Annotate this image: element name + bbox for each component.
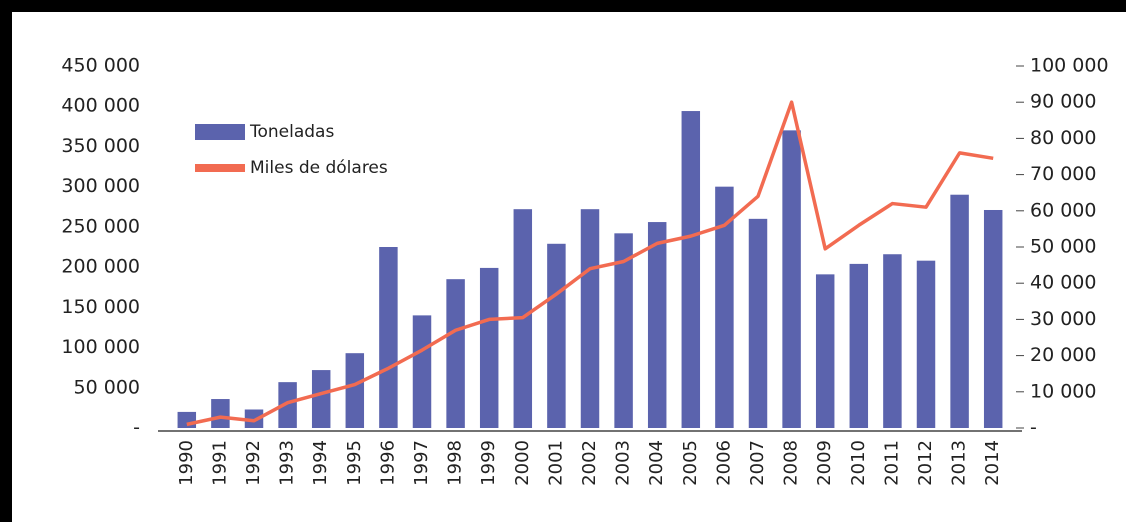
bar: [547, 243, 566, 428]
legend-label: Toneladas: [249, 122, 334, 142]
bar: [715, 186, 734, 428]
y2-tick-label: 50 000: [1030, 236, 1096, 258]
x-tick-label: 2001: [545, 440, 566, 486]
x-tick-label: 2009: [814, 440, 835, 486]
y-tick-label: 50 000: [74, 376, 140, 398]
x-tick-label: 2000: [512, 440, 533, 486]
y2-tick-label: 20 000: [1030, 344, 1096, 366]
y-tick-label: 350 000: [61, 135, 140, 157]
x-tick-label: 1991: [209, 440, 230, 486]
bar: [782, 130, 801, 428]
bar: [815, 274, 835, 428]
x-tick-label: 1997: [411, 440, 432, 486]
bar: [379, 247, 398, 428]
bar: [311, 370, 331, 428]
x-tick-label: 1998: [445, 440, 466, 486]
bar: [647, 222, 667, 428]
legend-swatch: [195, 164, 245, 172]
y-tick-label: 250 000: [61, 215, 140, 237]
bar: [614, 233, 633, 428]
bar: [580, 209, 600, 428]
bar: [681, 111, 701, 428]
y-tick-label: 200 000: [61, 256, 140, 278]
x-tick-label: 2002: [579, 440, 600, 486]
bar: [446, 279, 465, 428]
x-tick-label: 1995: [344, 440, 365, 486]
y-tick-label: 400 000: [61, 95, 140, 117]
top-border: [0, 0, 1126, 12]
bar: [244, 409, 264, 428]
x-tick-label: 1990: [176, 440, 197, 486]
bar: [345, 353, 365, 428]
y2-tick-label: 80 000: [1030, 127, 1096, 149]
bar: [278, 382, 297, 428]
x-tick-label: 1992: [243, 440, 264, 486]
bar: [479, 267, 499, 428]
x-tick-label: 2012: [915, 440, 936, 486]
y2-tick-label: -: [1030, 417, 1037, 439]
legend-label: Miles de dólares: [250, 158, 388, 178]
x-tick-label: 2004: [646, 440, 667, 486]
y2-tick-label: 60 000: [1030, 199, 1096, 221]
bar: [916, 260, 936, 428]
bar: [849, 263, 869, 428]
bar: [950, 194, 969, 428]
x-tick-label: 2007: [747, 440, 768, 486]
y2-tick-label: 100 000: [1030, 55, 1109, 77]
x-tick-label: 2005: [680, 440, 701, 486]
bar: [177, 411, 197, 428]
bar: [412, 315, 432, 428]
y2-tick-label: 70 000: [1030, 163, 1096, 185]
y2-tick-label: 30 000: [1030, 308, 1096, 330]
x-tick-label: 1999: [478, 440, 499, 486]
bar: [883, 254, 902, 428]
x-tick-label: 2006: [713, 440, 734, 486]
y2-tick-label: 40 000: [1030, 272, 1096, 294]
x-tick-label: 1994: [310, 440, 331, 486]
x-tick-label: 1993: [277, 440, 298, 486]
bar: [983, 209, 1003, 428]
x-tick-label: 2013: [949, 440, 970, 486]
y-tick-label: 150 000: [61, 296, 140, 318]
bar: [211, 399, 230, 428]
bar: [748, 218, 768, 428]
y2-tick-label: 90 000: [1030, 91, 1096, 113]
x-tick-label: 2003: [613, 440, 634, 486]
legend-swatch: [195, 124, 245, 140]
x-tick-label: 2008: [781, 440, 802, 486]
x-tick-label: 1996: [377, 440, 398, 486]
left-border: [0, 0, 12, 522]
x-tick-label: 2010: [848, 440, 869, 486]
x-tick-label: 2014: [982, 440, 1003, 486]
y-tick-label: 300 000: [61, 175, 140, 197]
y-tick-label: -: [133, 417, 140, 439]
line: [186, 100, 994, 427]
y-tick-label: 100 000: [61, 336, 140, 358]
y2-tick-label: 10 000: [1030, 380, 1096, 402]
y-tick-label: 450 000: [61, 55, 140, 77]
x-tick-label: 2011: [881, 440, 902, 486]
